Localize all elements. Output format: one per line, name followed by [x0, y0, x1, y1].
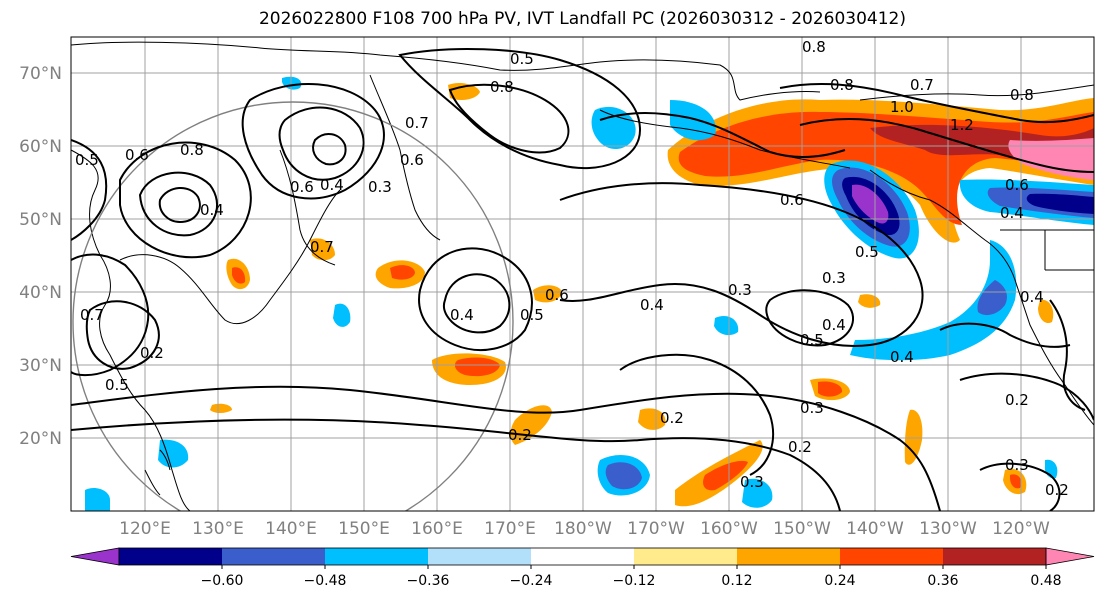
colorbar-tick-label: −0.36	[407, 573, 450, 589]
contour-label: 0.2	[788, 438, 812, 456]
lat-label: 40°N	[19, 283, 62, 303]
contour-label: 0.3	[740, 473, 764, 491]
lat-label: 70°N	[19, 64, 62, 84]
contour-label: 0.7	[405, 114, 429, 132]
contour-label: 0.5	[520, 306, 544, 324]
contour-label: 0.6	[400, 151, 424, 169]
colorbar-tick-label: −0.48	[304, 573, 347, 589]
contour-labels: 0.5 0.8 0.8 0.7 0.8 1.0 1.2 0.8 0.6 0.4 …	[75, 38, 1069, 499]
colorbar-bin	[943, 548, 1047, 565]
lon-label: 140°W	[846, 519, 904, 539]
colorbar-bin	[737, 548, 841, 565]
contour-label: 0.4	[320, 176, 344, 194]
colorbar-bin	[428, 548, 532, 565]
contour-label: 0.7	[910, 76, 934, 94]
contour-label: 0.2	[1045, 481, 1069, 499]
colorbar-extend-high	[1045, 547, 1095, 566]
contour-label: 0.3	[800, 399, 824, 417]
ivt-shading	[85, 76, 1094, 511]
lat-label: 60°N	[19, 137, 62, 157]
contour-label: 0.3	[368, 178, 392, 196]
contour-label: 0.6	[780, 191, 804, 209]
colorbar-tick-label: 0.12	[721, 573, 752, 589]
colorbar-bin	[840, 548, 944, 565]
coastlines	[71, 41, 1094, 511]
colorbar-outline	[118, 547, 1047, 566]
contour-label: 0.8	[802, 38, 826, 56]
contour-label: 0.5	[105, 376, 129, 394]
lat-label: 20°N	[19, 429, 62, 449]
colorbar-tick-label: −0.24	[510, 573, 553, 589]
contour-label: 0.4	[200, 201, 224, 219]
colorbar: −0.60 −0.48 −0.36 −0.24 −0.12 0.12 0.24 0.36 0.4…	[70, 547, 1095, 589]
contour-label: 0.2	[1005, 391, 1029, 409]
colorbar-tick-label: 0.48	[1030, 573, 1061, 589]
colorbar-tick-label: −0.60	[201, 573, 244, 589]
contour-label: 0.5	[75, 151, 99, 169]
lon-label: 120°E	[119, 519, 171, 539]
contour-label: 1.0	[890, 98, 914, 116]
lon-label: 150°W	[773, 519, 831, 539]
lon-label: 130°W	[919, 519, 977, 539]
colorbar-bin	[531, 548, 635, 565]
lon-label: 160°E	[411, 519, 463, 539]
contour-label: 0.6	[125, 146, 149, 164]
contour-label: 0.8	[180, 141, 204, 159]
contour-label: 0.4	[1020, 288, 1044, 306]
longitude-labels: 120°E 130°E 140°E 150°E 160°E 170°E 180°…	[119, 519, 1050, 539]
lon-label: 180°W	[554, 519, 612, 539]
contour-label: 0.3	[822, 269, 846, 287]
lon-label: 140°E	[265, 519, 317, 539]
lon-label: 160°W	[700, 519, 758, 539]
plot-frame	[70, 36, 1095, 512]
contour-label: 0.7	[80, 306, 104, 324]
colorbar-bin	[634, 548, 738, 565]
contour-label: 0.3	[1005, 456, 1029, 474]
contour-label: 0.7	[310, 238, 334, 256]
contour-label: 0.6	[545, 286, 569, 304]
contour-label: 0.5	[800, 331, 824, 349]
colorbar-bin	[222, 548, 326, 565]
latitude-labels: 70°N 60°N 50°N 40°N 30°N 20°N	[19, 64, 62, 449]
contour-label: 0.8	[490, 78, 514, 96]
pv-contours	[71, 48, 1094, 511]
lon-label: 150°E	[338, 519, 390, 539]
contour-label: 0.2	[508, 426, 532, 444]
colorbar-tick-label: −0.12	[613, 573, 656, 589]
contour-label: 0.6	[290, 178, 314, 196]
map-title: 2026022800 F108 700 hPa PV, IVT Landfall…	[258, 9, 906, 29]
lon-label: 170°W	[627, 519, 685, 539]
contour-label: 0.5	[510, 50, 534, 68]
contour-label: 1.2	[950, 116, 974, 134]
colorbar-bin	[325, 548, 429, 565]
colorbar-extend-low	[70, 547, 120, 566]
colorbar-tick-label: 0.24	[824, 573, 855, 589]
contour-label: 0.8	[830, 76, 854, 94]
contour-label: 0.2	[140, 344, 164, 362]
lon-label: 120°W	[992, 519, 1050, 539]
contour-label: 0.6	[1005, 176, 1029, 194]
contour-label: 0.3	[728, 281, 752, 299]
contour-label: 0.2	[660, 409, 684, 427]
contour-label: 0.4	[450, 306, 474, 324]
contour-label: 0.4	[890, 348, 914, 366]
lon-label: 170°E	[484, 519, 536, 539]
contour-label: 0.4	[640, 296, 664, 314]
contour-label: 0.4	[822, 316, 846, 334]
focus-circle	[72, 101, 514, 511]
contour-label: 0.4	[1000, 204, 1024, 222]
lon-label: 130°E	[192, 519, 244, 539]
contour-label: 0.5	[855, 243, 879, 261]
colorbar-tick-label: 0.36	[927, 573, 958, 589]
colorbar-bin	[119, 548, 223, 565]
graticule	[71, 37, 1094, 511]
lat-label: 30°N	[19, 356, 62, 376]
lat-label: 50°N	[19, 210, 62, 230]
contour-label: 0.8	[1010, 86, 1034, 104]
